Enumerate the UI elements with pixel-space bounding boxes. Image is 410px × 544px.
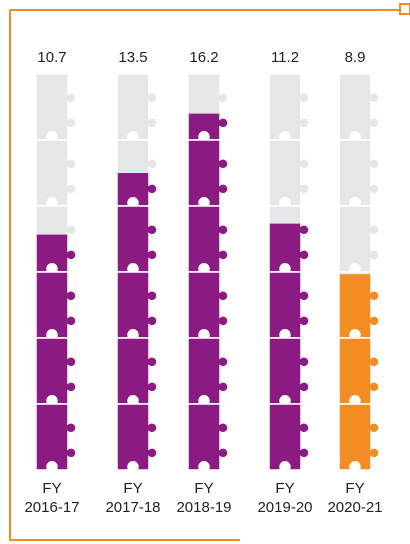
bar-4-segment-3-filled <box>338 274 379 339</box>
value-label-1: 13.5 <box>118 49 147 66</box>
bar-2-segment-1-filled <box>187 139 228 207</box>
bar-2 <box>187 73 229 471</box>
bar-2-segment-5-filled <box>187 403 228 471</box>
bar-0 <box>35 73 77 471</box>
bar-0-segment-0-empty <box>35 73 77 141</box>
bar-1 <box>116 73 158 471</box>
value-label-0: 10.7 <box>37 49 66 66</box>
category-label-1-line-1: 2017-18 <box>105 499 160 516</box>
frame-decoration <box>9 3 410 541</box>
bar-1-segment-0-empty <box>116 73 158 141</box>
bar-1-segment-5-filled <box>116 403 157 471</box>
bar-2-segment-3-filled <box>187 271 228 339</box>
bar-0-segment-4-filled <box>35 337 76 405</box>
category-label-2-line-1: 2018-19 <box>176 499 231 516</box>
bar-0-segment-2-filled <box>35 234 76 273</box>
bar-4-segment-5-filled <box>338 403 379 471</box>
bar-4-segment-2-empty <box>338 205 380 273</box>
bar-3-segment-5-filled <box>268 403 309 471</box>
bar-0-segment-3-filled <box>35 271 76 339</box>
labels-layer: 10.7 FY 2016-17 13.5 FY 2017-18 16.2 FY 2018-19 1… <box>24 49 382 516</box>
category-label-4-line-1: 2020-21 <box>327 499 382 516</box>
category-label-3-line-1: 2019-20 <box>257 499 312 516</box>
bar-4 <box>338 73 380 471</box>
bar-3-segment-1-empty <box>268 139 310 207</box>
bar-4-segment-4-filled <box>338 337 379 405</box>
bar-4-segment-1-empty <box>338 139 380 207</box>
bar-3-segment-3-filled <box>268 271 309 339</box>
value-label-4: 8.9 <box>345 49 366 66</box>
category-label-2-line-0: FY <box>194 480 213 497</box>
bar-0-segment-1-empty <box>35 139 77 207</box>
value-label-3: 11.2 <box>271 49 299 66</box>
category-label-4-line-0: FY <box>345 480 364 497</box>
bar-2-segment-2-filled <box>187 205 228 273</box>
bar-1-segment-3-filled <box>116 271 157 339</box>
bar-3-segment-4-filled <box>268 337 309 405</box>
bar-1-segment-2-filled <box>116 205 157 273</box>
bar-2-segment-4-filled <box>187 337 228 405</box>
category-label-1-line-0: FY <box>123 480 142 497</box>
bar-3-segment-2-filled <box>268 223 309 273</box>
bar-1-segment-4-filled <box>116 337 157 405</box>
bar-3-segment-0-empty <box>268 73 310 141</box>
frame-border <box>9 9 400 541</box>
frame-corner-marker <box>399 3 410 15</box>
bar-0-segment-5-filled <box>35 403 76 471</box>
bar-1-segment-1-filled <box>116 173 157 207</box>
category-label-0-line-1: 2016-17 <box>24 499 79 516</box>
category-label-0-line-0: FY <box>42 480 61 497</box>
bar-2-segment-0-filled <box>187 113 228 141</box>
value-label-2: 16.2 <box>189 49 218 66</box>
category-label-3-line-0: FY <box>275 480 294 497</box>
bar-3 <box>268 73 310 471</box>
bar-4-segment-0-empty <box>338 73 380 141</box>
bars-layer <box>35 73 380 471</box>
